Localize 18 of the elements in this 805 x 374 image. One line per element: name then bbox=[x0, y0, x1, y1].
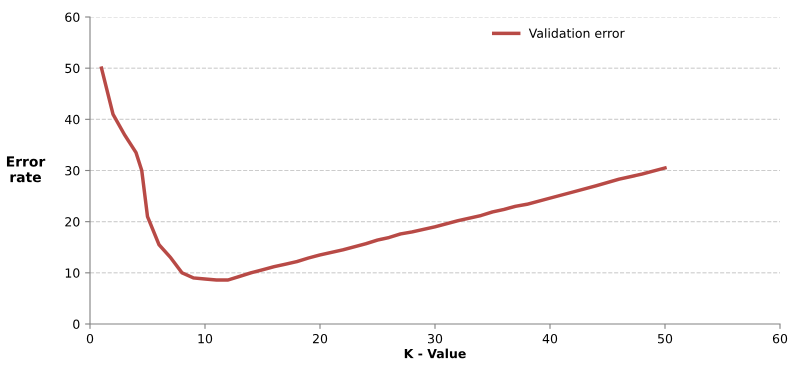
legend-label: Validation error bbox=[528, 28, 625, 38]
y-tick-label: 20 bbox=[65, 217, 80, 227]
x-tick-label: 0 bbox=[86, 334, 94, 344]
y-tick-label: 40 bbox=[64, 114, 80, 124]
x-tick-label: 30 bbox=[428, 334, 442, 344]
y-tick-label: 30 bbox=[65, 166, 80, 176]
x-axis-title: K - Value bbox=[404, 348, 466, 358]
x-tick-label: 50 bbox=[658, 334, 672, 344]
y-tick-label: 60 bbox=[65, 12, 80, 22]
y-tick-label: 50 bbox=[65, 64, 80, 74]
x-tick-label: 10 bbox=[198, 334, 212, 344]
y-axis-title: Error rate bbox=[6, 156, 46, 182]
y-tick-label: 0 bbox=[73, 319, 80, 329]
x-tick-label: 60 bbox=[772, 334, 788, 344]
line-series bbox=[100, 66, 667, 282]
y-tick-label: 10 bbox=[66, 268, 80, 278]
x-tick-label: 20 bbox=[312, 334, 328, 344]
x-tick-label: 40 bbox=[542, 334, 558, 344]
